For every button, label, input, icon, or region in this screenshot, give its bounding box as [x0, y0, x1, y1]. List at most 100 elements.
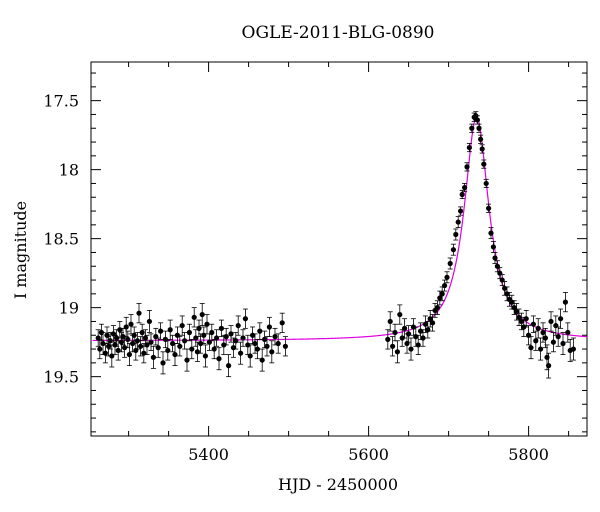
data-marker [117, 327, 123, 333]
data-point [279, 312, 285, 333]
data-point [466, 143, 472, 153]
data-point [390, 336, 396, 357]
data-marker [198, 340, 204, 347]
data-marker [155, 345, 161, 351]
data-marker [422, 321, 428, 327]
data-marker [523, 316, 529, 322]
data-marker [546, 363, 552, 369]
data-marker [204, 321, 210, 327]
data-marker [434, 305, 440, 311]
data-point [462, 183, 468, 193]
data-marker [172, 351, 178, 358]
data-marker [230, 345, 236, 351]
data-point [387, 311, 393, 332]
data-marker [211, 346, 217, 352]
data-marker [269, 349, 275, 355]
data-marker [455, 219, 461, 225]
data-point [177, 336, 183, 357]
data-marker [126, 351, 132, 358]
data-marker [138, 343, 144, 349]
data-marker [146, 318, 152, 325]
data-marker [128, 321, 134, 327]
data-marker [462, 184, 468, 191]
data-marker [511, 305, 517, 311]
data-marker [450, 247, 456, 253]
data-marker [250, 332, 256, 338]
data-point [218, 319, 224, 338]
data-point [478, 134, 484, 144]
data-points [95, 111, 577, 379]
data-point [155, 337, 161, 358]
axis-ticks [91, 62, 587, 436]
data-point [160, 351, 166, 375]
data-point [530, 315, 537, 333]
data-point [476, 123, 482, 133]
data-point [538, 337, 544, 361]
data-point [275, 333, 281, 354]
data-point [464, 162, 470, 172]
tick-labels: 5400 5600 5800 17.5 18 18.5 19 19.5 [43, 92, 549, 464]
data-marker [150, 354, 156, 360]
data-marker [252, 340, 258, 347]
data-marker [97, 346, 103, 352]
data-point [242, 308, 248, 329]
data-point [191, 307, 197, 328]
data-marker [179, 322, 185, 329]
data-point [269, 340, 275, 364]
data-point [199, 303, 205, 326]
data-marker [548, 318, 554, 325]
data-marker [115, 347, 121, 354]
data-point [550, 332, 557, 353]
data-marker [196, 325, 202, 331]
data-point [453, 228, 459, 241]
x-axis-label: HJD - 2450000 [278, 475, 398, 494]
data-point [158, 322, 164, 340]
data-marker [418, 328, 424, 334]
data-marker [139, 329, 145, 336]
data-point [406, 325, 412, 343]
x-tick-label: 5400 [188, 445, 229, 464]
data-marker [174, 332, 180, 338]
y-tick-label: 18.5 [43, 230, 79, 249]
data-marker [397, 311, 403, 318]
data-marker [560, 340, 566, 347]
data-marker [134, 338, 140, 344]
data-point [555, 326, 561, 347]
data-point [492, 252, 498, 264]
data-marker [144, 342, 150, 348]
data-point [402, 318, 408, 339]
data-marker [437, 295, 443, 301]
data-marker [479, 146, 485, 152]
data-point [392, 323, 398, 342]
data-point [486, 203, 492, 213]
data-marker [499, 277, 505, 283]
data-marker [413, 334, 419, 340]
data-point [259, 348, 265, 372]
data-point [427, 310, 433, 328]
data-point [282, 336, 288, 357]
data-point [570, 337, 577, 361]
data-point [394, 340, 400, 364]
data-point [122, 337, 128, 358]
data-point [397, 304, 403, 325]
data-marker [486, 205, 492, 211]
data-marker [497, 270, 503, 276]
x-tick-label: 5600 [348, 445, 389, 464]
y-tick-label: 18 [59, 161, 79, 180]
data-point [186, 323, 192, 342]
data-marker [427, 316, 433, 322]
data-point [560, 332, 566, 355]
data-marker [447, 260, 453, 267]
data-point [565, 322, 571, 343]
data-point [235, 315, 241, 336]
data-marker [402, 325, 408, 331]
data-marker [254, 346, 260, 352]
data-point [481, 159, 487, 169]
data-marker [102, 350, 108, 356]
data-point [455, 216, 461, 229]
data-point [233, 332, 239, 350]
data-marker [526, 332, 532, 338]
data-marker [516, 314, 522, 320]
data-point [228, 325, 234, 343]
y-tick-label: 19 [59, 299, 79, 318]
